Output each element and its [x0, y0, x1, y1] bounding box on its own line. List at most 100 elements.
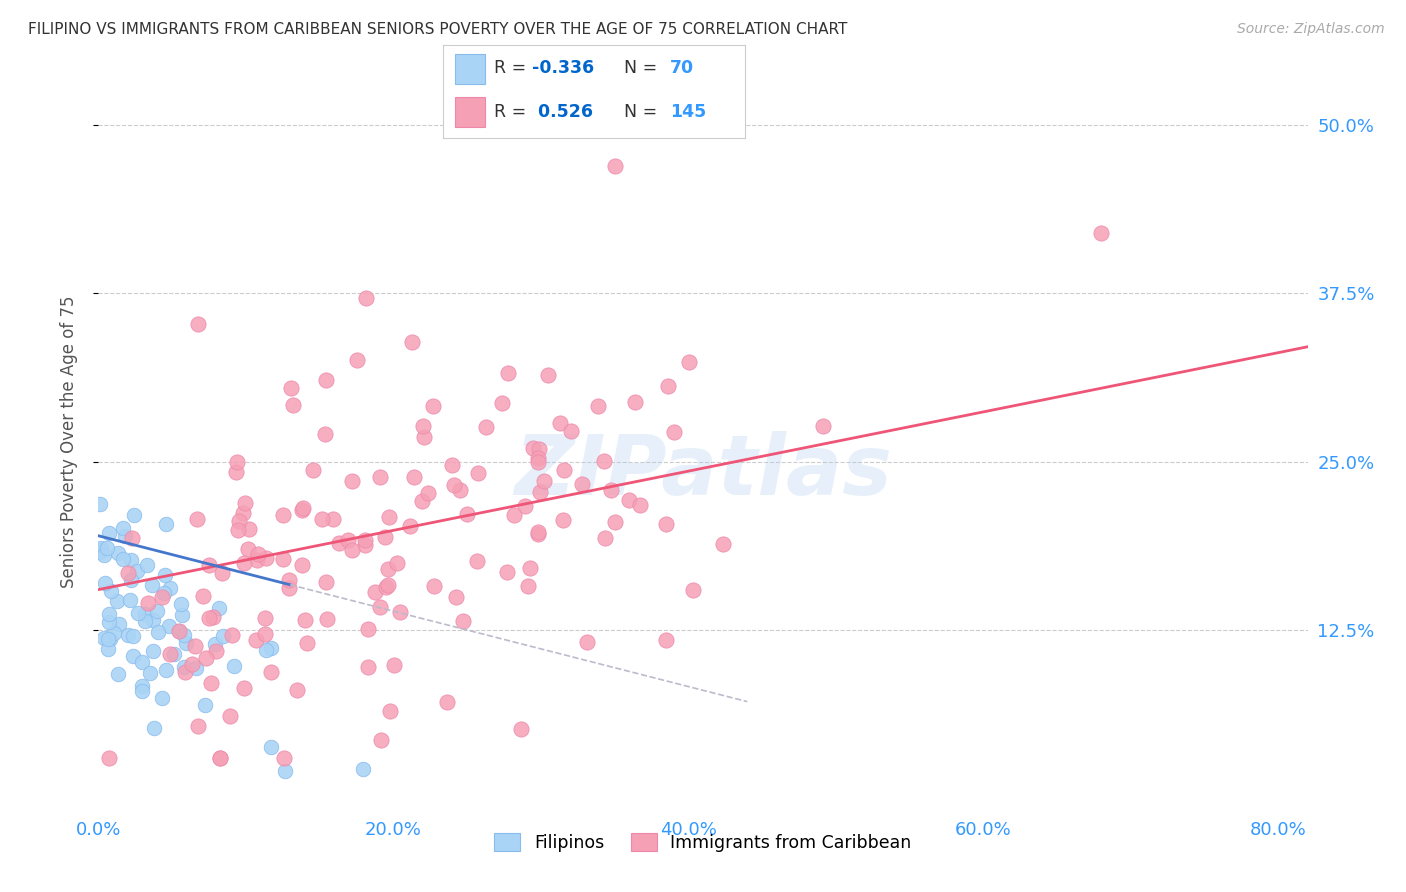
Point: [89, 543, 111, 558]
Point: [125, 564, 148, 578]
Point: [291, 502, 314, 516]
Point: [193, 589, 215, 603]
Text: ZIPatlas: ZIPatlas: [515, 431, 891, 512]
Point: [260, 641, 283, 656]
Bar: [456, 54, 485, 84]
Point: [624, 394, 647, 409]
Point: [377, 578, 399, 592]
Point: [120, 553, 142, 567]
Point: [517, 579, 540, 593]
Point: [186, 512, 208, 526]
Point: [593, 531, 616, 545]
Text: R =: R =: [495, 60, 531, 78]
Point: [131, 684, 153, 698]
Point: [176, 636, 198, 650]
Point: [340, 474, 363, 488]
Point: [107, 617, 129, 632]
Text: -0.336: -0.336: [531, 60, 595, 78]
Point: [170, 597, 193, 611]
Point: [475, 420, 498, 434]
Point: [526, 455, 548, 469]
Point: [209, 751, 232, 765]
Point: [111, 521, 134, 535]
Point: [467, 466, 489, 480]
Point: [603, 515, 626, 529]
Point: [436, 695, 458, 709]
Point: [443, 477, 465, 491]
Point: [271, 552, 294, 566]
Point: [155, 517, 177, 532]
Point: [233, 496, 256, 510]
Point: [226, 523, 249, 537]
Point: [117, 566, 139, 580]
Point: [170, 607, 193, 622]
Point: [159, 581, 181, 595]
Point: [529, 442, 551, 457]
Point: [173, 660, 195, 674]
Point: [655, 517, 678, 532]
Point: [122, 629, 145, 643]
Point: [120, 573, 142, 587]
Point: [441, 458, 464, 472]
Point: [174, 665, 197, 679]
Point: [354, 538, 377, 552]
Point: [368, 599, 391, 614]
Point: [328, 536, 350, 550]
Point: [491, 396, 513, 410]
Point: [97, 642, 120, 657]
Point: [519, 561, 541, 575]
Point: [370, 470, 392, 484]
Point: [322, 512, 344, 526]
Text: FILIPINO VS IMMIGRANTS FROM CARIBBEAN SENIORS POVERTY OVER THE AGE OF 75 CORRELA: FILIPINO VS IMMIGRANTS FROM CARIBBEAN SE…: [28, 22, 848, 37]
Point: [184, 661, 207, 675]
Point: [509, 722, 531, 736]
Point: [537, 368, 560, 383]
Legend: Filipinos, Immigrants from Caribbean: Filipinos, Immigrants from Caribbean: [488, 826, 918, 859]
Point: [496, 366, 519, 380]
Point: [245, 553, 267, 567]
Point: [291, 558, 314, 573]
Point: [280, 381, 302, 395]
Point: [142, 722, 165, 736]
Point: [495, 565, 517, 579]
Point: [340, 543, 363, 558]
Point: [94, 576, 117, 591]
Point: [370, 733, 392, 747]
Point: [533, 474, 555, 488]
Point: [204, 638, 226, 652]
Point: [423, 578, 446, 592]
Point: [254, 550, 277, 565]
Point: [503, 508, 526, 522]
Point: [527, 527, 550, 541]
Point: [302, 463, 325, 477]
Point: [385, 556, 408, 570]
Point: [122, 648, 145, 663]
Point: [225, 466, 247, 480]
Point: [159, 619, 181, 633]
Point: [412, 419, 434, 434]
Point: [522, 442, 544, 456]
Point: [357, 622, 380, 636]
Point: [548, 417, 571, 431]
Point: [316, 612, 339, 626]
Point: [228, 514, 250, 528]
Point: [173, 628, 195, 642]
Point: [96, 541, 118, 555]
Point: [139, 665, 162, 680]
Point: [576, 635, 599, 649]
Text: R =: R =: [495, 103, 531, 121]
Point: [100, 584, 122, 599]
Point: [141, 577, 163, 591]
Point: [93, 631, 115, 645]
Point: [155, 663, 177, 677]
Point: [422, 400, 444, 414]
Point: [560, 424, 582, 438]
Point: [90, 541, 112, 555]
Point: [225, 455, 247, 469]
Point: [127, 606, 149, 620]
Point: [236, 541, 259, 556]
Text: Source: ZipAtlas.com: Source: ZipAtlas.com: [1237, 22, 1385, 37]
Point: [117, 628, 139, 642]
Point: [375, 580, 398, 594]
Point: [277, 581, 299, 595]
